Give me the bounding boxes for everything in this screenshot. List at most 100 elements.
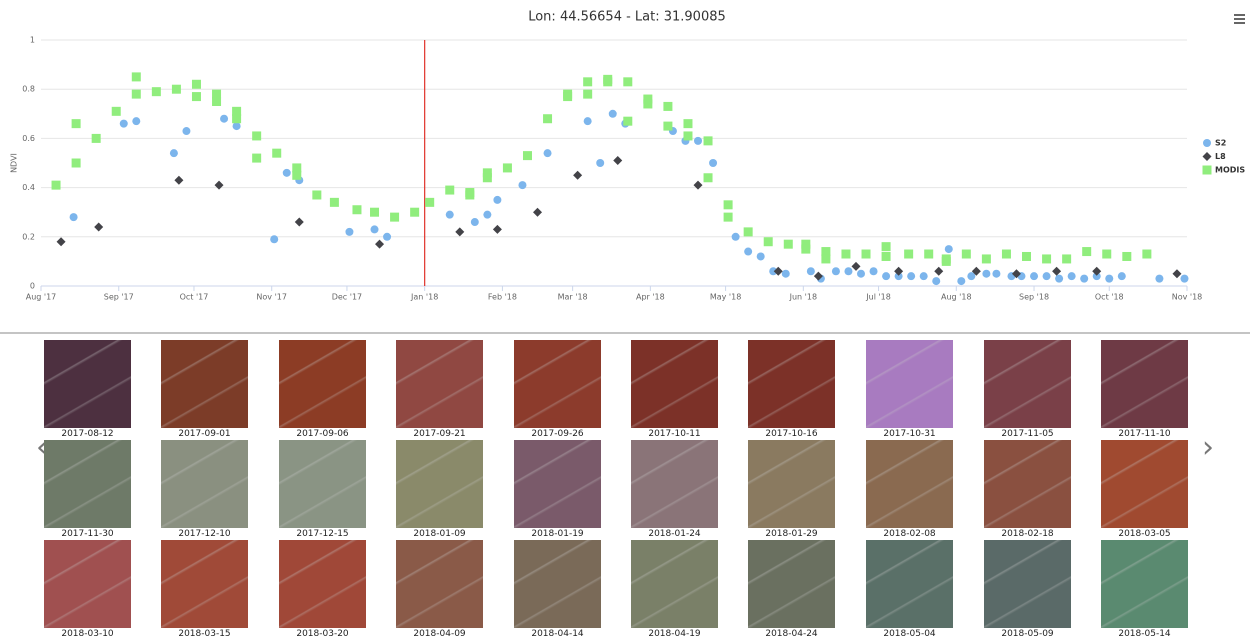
thumbnail-date: 2018-02-08 [851,529,968,539]
point [543,114,552,123]
point [992,270,1000,278]
point [493,196,501,204]
point [784,240,793,249]
menu-icon[interactable] [1234,14,1245,24]
point [92,134,101,143]
point [744,248,752,256]
point [643,99,652,108]
point [1122,252,1131,261]
point [832,267,840,275]
point [120,120,128,128]
thumbnail[interactable] [1101,440,1188,528]
thumbnail[interactable] [748,540,835,628]
thumbnail[interactable] [631,440,718,528]
thumbnail-date: 2017-09-21 [381,429,498,439]
thumbnail[interactable] [866,440,953,528]
point [744,227,753,236]
thumbnail-date: 2018-04-19 [616,629,733,639]
point [1172,269,1181,278]
point [272,149,281,158]
thumbnail[interactable] [279,340,366,428]
point [383,233,391,241]
y-axis-label: NDVI [10,153,19,173]
legend-label: S2 [1215,139,1226,148]
thumbnail[interactable] [631,340,718,428]
thumbnail[interactable] [161,440,248,528]
thumbnail-date: 2018-05-09 [969,629,1086,639]
point [732,233,740,241]
point [807,267,815,275]
thumbnail[interactable] [161,340,248,428]
point [425,198,434,207]
point [683,131,692,140]
thumbnail[interactable] [396,440,483,528]
point [220,115,228,123]
legend-item[interactable]: L8 [1203,152,1227,161]
thumbnail[interactable] [984,540,1071,628]
x-tick-label: Nov '18 [1172,293,1203,302]
point [465,190,474,199]
point [724,200,733,209]
point [694,181,703,190]
x-tick-label: Aug '18 [941,293,972,302]
next-arrow[interactable]: › [1202,430,1214,465]
thumbnail[interactable] [514,340,601,428]
thumbnail[interactable] [44,340,131,428]
thumbnail[interactable] [866,540,953,628]
point [57,237,66,246]
y-tick-label: 0.2 [22,232,35,241]
point [583,77,592,86]
thumbnail[interactable] [866,340,953,428]
x-tick-label: Aug '17 [26,293,57,302]
thumbnail[interactable] [631,540,718,628]
thumbnail[interactable] [984,440,1071,528]
point [215,181,224,190]
point [212,97,221,106]
point [1142,250,1151,259]
gallery: ‹ › 2017-08-122017-09-012017-09-062017-0… [0,334,1250,643]
thumbnail-date: 2018-05-14 [1086,629,1203,639]
x-tick-label: Nov '17 [256,293,287,302]
thumbnail[interactable] [514,440,601,528]
point [172,85,181,94]
legend-item[interactable]: S2 [1203,139,1226,148]
y-tick-label: 0 [30,282,35,291]
point [764,237,773,246]
thumbnail-date: 2018-03-05 [1086,529,1203,539]
point [942,257,951,266]
thumbnail[interactable] [748,340,835,428]
point [370,208,379,217]
point [1030,272,1038,280]
x-tick-label: Jul '18 [865,293,891,302]
chart: Lon: 44.56654 - Lat: 31.90085 NDVI 00.20… [0,0,1250,334]
point [584,117,592,125]
point [932,277,940,285]
legend-marker [1203,166,1212,175]
thumbnail[interactable] [396,340,483,428]
thumbnail-date: 2018-03-20 [264,629,381,639]
thumbnail[interactable] [396,540,483,628]
point [455,227,464,236]
thumbnail[interactable] [748,440,835,528]
legend-item[interactable]: MODIS [1203,166,1246,175]
chart-title: Lon: 44.56654 - Lat: 31.90085 [528,10,726,25]
menu-bar [1234,22,1245,24]
point [410,208,419,217]
thumbnail[interactable] [279,540,366,628]
point [1080,275,1088,283]
x-tick-label: Sep '18 [1019,293,1049,302]
thumbnail[interactable] [279,440,366,528]
point [907,272,915,280]
point [857,270,865,278]
point [904,250,913,259]
point [152,87,161,96]
thumbnail[interactable] [1101,540,1188,628]
thumbnail[interactable] [514,540,601,628]
thumbnail[interactable] [1101,340,1188,428]
point [841,250,850,259]
x-tick-label: Apr '18 [636,293,665,302]
thumbnail[interactable] [161,540,248,628]
thumbnail[interactable] [984,340,1071,428]
thumbnail[interactable] [44,440,131,528]
thumbnail[interactable] [44,540,131,628]
